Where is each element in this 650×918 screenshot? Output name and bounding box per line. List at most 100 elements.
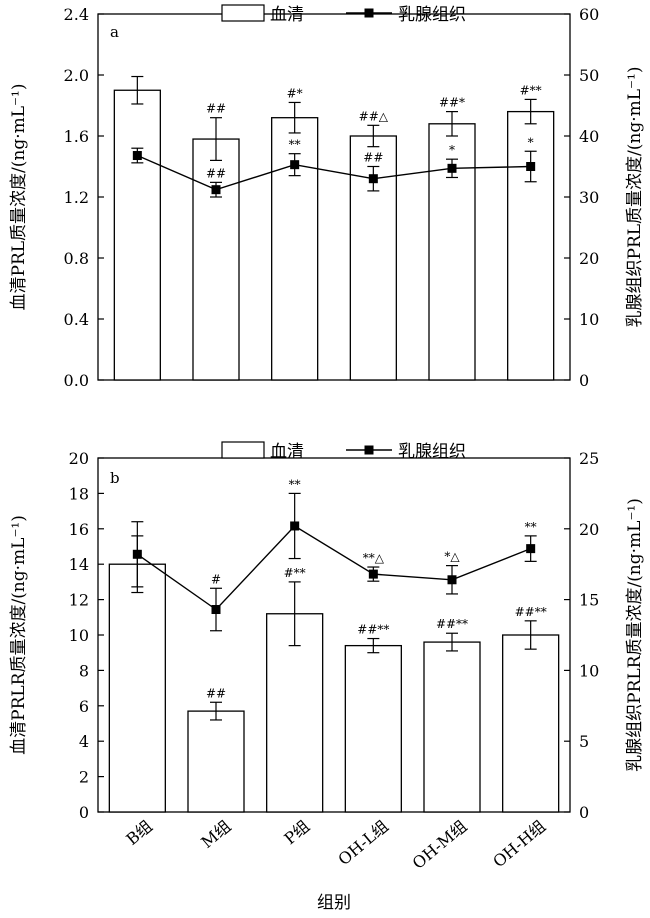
y2-tick-label: 30 <box>579 188 599 207</box>
panel-label: b <box>110 469 120 487</box>
bar <box>344 644 402 813</box>
line-point <box>447 575 457 585</box>
bar-significance-label: ##** <box>357 623 389 637</box>
line-point <box>447 163 457 173</box>
line-point <box>526 544 536 554</box>
line-significance-label: * <box>449 143 455 157</box>
y-tick-label: 0.0 <box>64 371 89 390</box>
y2-tick-label: 20 <box>579 520 599 539</box>
bar-significance-label: ##* <box>439 96 465 110</box>
y-tick-label: 20 <box>69 449 89 468</box>
line-significance-label: *△ <box>444 550 460 564</box>
y-tick-label: 2.4 <box>64 5 89 24</box>
bar <box>108 563 166 813</box>
bar <box>113 89 161 381</box>
y2-tick-label: 50 <box>579 66 599 85</box>
line-point <box>132 549 142 559</box>
x-tick-label: OH-L组 <box>334 817 391 870</box>
bar-significance-label: ##** <box>436 617 468 631</box>
x-tick-label: M组 <box>198 817 235 852</box>
chart-panel-b: 0 2 4 6 8 10 12 14 16 18 20 0 5 10 15 20 25 血清PRLR质量浓度/(n… <box>9 441 645 913</box>
line-point <box>132 151 142 161</box>
legend-line-marker <box>364 445 374 455</box>
line-series <box>137 154 531 191</box>
bar-significance-label: ##** <box>515 605 547 619</box>
y-tick-label: 14 <box>69 555 89 574</box>
bar <box>266 613 324 813</box>
x-tick-label: OH-M组 <box>409 817 471 873</box>
bar-significance-label: ##△ <box>359 109 389 123</box>
y-tick-label: 0.4 <box>64 310 89 329</box>
legend-line-marker <box>364 8 374 18</box>
bar <box>428 123 476 381</box>
y2-tick-label: 15 <box>579 591 599 610</box>
legend-bar-label: 血清 <box>270 442 304 462</box>
x-axis-title: 组别 <box>317 893 351 913</box>
bar-significance-label: ## <box>206 102 226 116</box>
y-tick-label: 1.6 <box>64 127 89 146</box>
y2-tick-label: 10 <box>579 310 599 329</box>
y2-tick-label: 5 <box>579 732 589 751</box>
legend-bar-label: 血清 <box>270 5 304 25</box>
line-point <box>368 569 378 579</box>
plot-frame <box>97 457 571 813</box>
y-tick-label: 2 <box>79 768 89 787</box>
y2-tick-label: 20 <box>579 249 599 268</box>
line-point <box>526 162 536 171</box>
line-significance-label: ## <box>206 166 226 180</box>
y-tick-label: 12 <box>69 591 89 610</box>
y-tick-label: 1.2 <box>64 188 89 207</box>
x-tick-label: P组 <box>281 817 314 849</box>
bar-significance-label: ## <box>206 686 226 700</box>
line-significance-label: ## <box>363 151 383 165</box>
bar-significance-label: #** <box>520 83 542 97</box>
legend-bar-swatch <box>221 441 265 459</box>
line-point <box>290 521 300 531</box>
line-point <box>211 185 221 195</box>
y2-tick-label: 0 <box>579 371 589 390</box>
y-tick-label: 18 <box>69 484 89 503</box>
bar <box>502 634 560 813</box>
bar <box>507 110 555 381</box>
y2-tick-label: 10 <box>579 661 599 680</box>
x-tick-label: OH-H组 <box>489 817 549 872</box>
y-tick-label: 16 <box>69 520 89 539</box>
plot-frame <box>97 13 571 381</box>
bar <box>192 138 240 381</box>
y-axis-title: 血清PRLR质量浓度/(ng·mL⁻¹) <box>9 515 29 755</box>
legend-line-label: 乳腺组织 <box>398 5 466 25</box>
line-series <box>136 525 531 611</box>
y-tick-label: 0 <box>79 803 89 822</box>
x-tick-label: B组 <box>122 817 155 849</box>
chart-panel-a: 0.0 0.4 0.8 1.2 1.6 2.0 2.4 0 10 20 30 40 50 60 血清PRL质… <box>9 4 645 390</box>
line-point <box>368 174 378 184</box>
y-tick-label: 4 <box>79 732 89 751</box>
legend-line-label: 乳腺组织 <box>398 442 466 462</box>
line-point <box>211 605 221 615</box>
bar <box>423 641 481 813</box>
y-tick-label: 10 <box>69 626 89 645</box>
bar-significance-label: #** <box>284 566 306 580</box>
y-tick-label: 8 <box>79 661 89 680</box>
bar <box>187 710 245 813</box>
line-significance-label: ** <box>289 477 301 491</box>
line-significance-label: ** <box>525 520 537 534</box>
legend-bar-swatch <box>221 4 265 22</box>
bar-significance-label: #* <box>287 86 303 100</box>
y2-axis-title: 乳腺组织PRLR质量浓度/(ng·mL⁻¹) <box>625 498 645 772</box>
y2-tick-label: 25 <box>579 449 599 468</box>
line-significance-label: **△ <box>363 551 385 565</box>
y2-tick-label: 60 <box>579 5 599 24</box>
panel-label: a <box>110 23 119 41</box>
line-significance-label: ** <box>289 138 301 152</box>
y-tick-label: 2.0 <box>64 66 89 85</box>
line-significance-label: * <box>528 135 534 149</box>
line-point <box>290 160 300 170</box>
line-significance-label: # <box>211 572 221 586</box>
y2-tick-label: 0 <box>579 803 589 822</box>
y2-tick-label: 40 <box>579 127 599 146</box>
y-axis-title: 血清PRL质量浓度/(ng·mL⁻¹) <box>9 84 29 311</box>
y-tick-label: 0.8 <box>64 249 89 268</box>
y2-axis-title: 乳腺组织PRL质量浓度/(ng·mL⁻¹) <box>625 67 645 328</box>
